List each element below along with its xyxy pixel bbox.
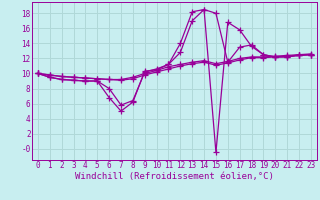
X-axis label: Windchill (Refroidissement éolien,°C): Windchill (Refroidissement éolien,°C) bbox=[75, 172, 274, 181]
